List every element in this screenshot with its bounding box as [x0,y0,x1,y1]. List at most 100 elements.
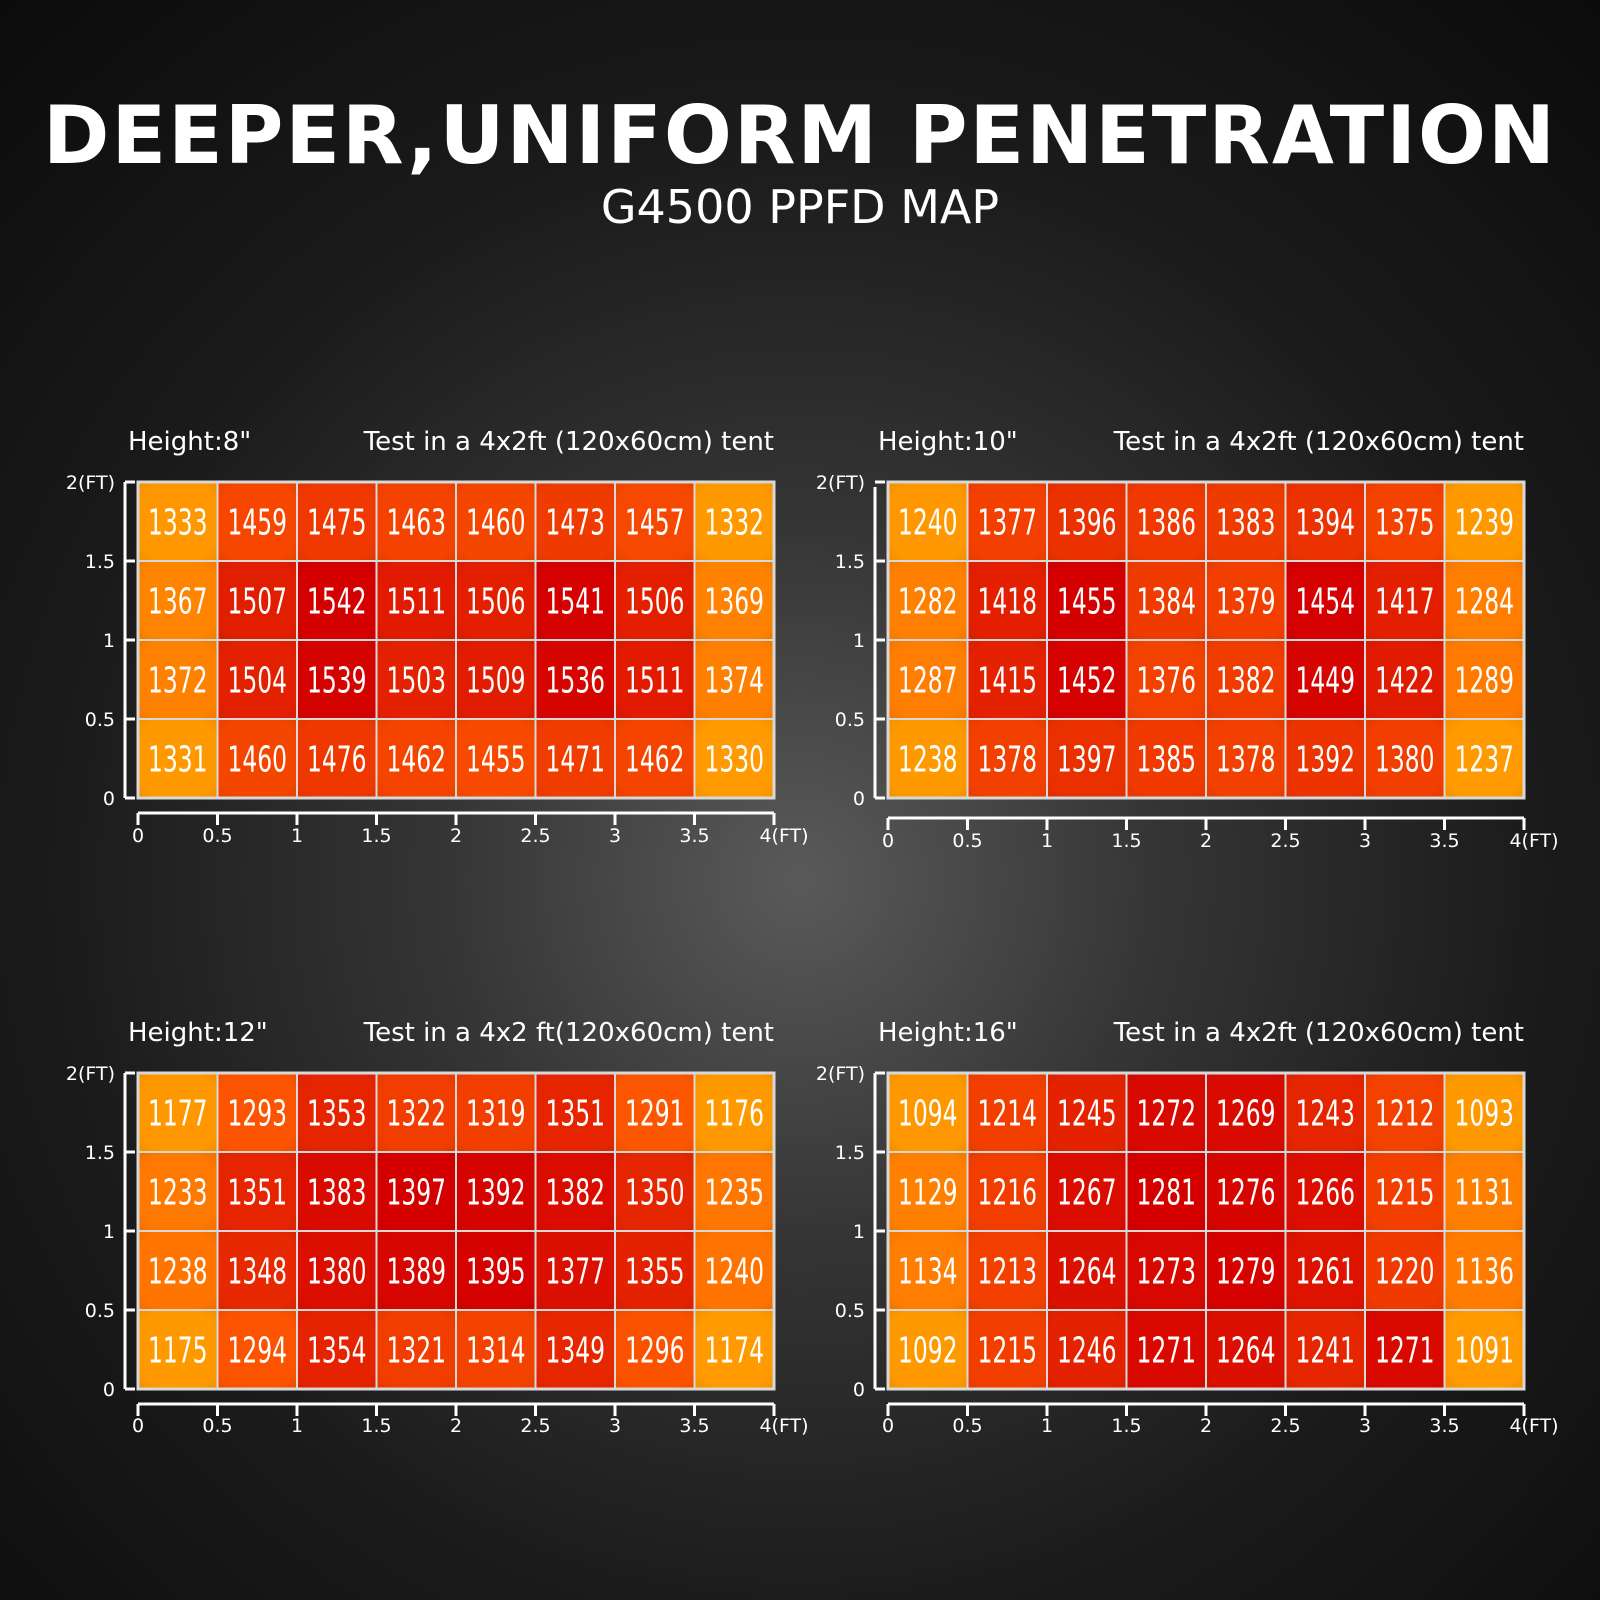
cell-value: 1238 [898,740,958,781]
y-tick-label: 0.5 [85,709,115,731]
cell-value: 1212 [1375,1094,1435,1135]
heatmap-cell-shade [1047,561,1127,640]
cell-value: 1379 [1216,582,1276,623]
cell-value: 1380 [1375,740,1435,781]
cell-value: 1246 [1057,1331,1117,1372]
cell-value: 1377 [546,1252,606,1293]
cell-value: 1396 [1057,503,1117,544]
cell-value: 1330 [705,740,765,781]
y-tick-label: 1.5 [85,1142,115,1164]
heatmap-cell-shade [694,1231,774,1310]
x-tick-label: 0.5 [952,830,982,852]
cell-value: 1266 [1296,1173,1356,1214]
heatmap-panel: Height:16" Test in a 4x2ft (120x60cm) ten… [816,1018,1559,1437]
heatmap-cell-shade [217,561,297,640]
cell-value: 1282 [898,582,958,623]
cell-value: 1397 [1057,740,1117,781]
cell-value: 1511 [387,582,447,623]
cell-value: 1392 [1296,740,1356,781]
y-tick-label: 2(FT) [816,472,865,494]
heatmap-cell-shade [888,719,968,798]
height-label: Height:16" [878,1018,1018,1048]
heatmap-panel: Height:8" Test in a 4x2ft (120x60cm) tent… [66,427,809,847]
cell-value: 1319 [466,1094,526,1135]
cell-value: 1314 [466,1331,526,1372]
heatmap-cell-shade [1047,640,1127,719]
cell-value: 1460 [466,503,526,544]
heatmap-cell-shade [297,719,377,798]
cell-value: 1507 [228,582,288,623]
heatmap-cell-shade [456,1073,536,1152]
cell-value: 1240 [898,503,958,544]
heatmap-cell-shade [1047,1073,1127,1152]
heatmap-cell-shade [967,640,1047,719]
y-tick-label: 0.5 [835,1300,865,1322]
x-tick-label: 1.5 [1111,830,1141,852]
cell-value: 1289 [1455,661,1515,702]
cell-value: 1215 [1375,1173,1435,1214]
heatmap-cell-shade [1285,561,1365,640]
cell-value: 1417 [1375,582,1435,623]
cell-value: 1296 [625,1331,685,1372]
cell-value: 1422 [1375,661,1435,702]
cell-value: 1376 [1137,661,1197,702]
test-label: Test in a 4x2ft (120x60cm) tent [1113,1018,1524,1048]
heatmap-cell-shade [615,640,695,719]
heatmap-cell-shade [694,482,774,561]
heatmap-cell-shade [1365,1310,1445,1389]
y-tick-label: 1.5 [835,1142,865,1164]
cell-value: 1241 [1296,1331,1356,1372]
y-tick-label: 1 [103,1221,115,1243]
x-tick-label: 4(FT) [759,825,808,847]
heatmap-cell-shade [376,719,456,798]
cell-value: 1455 [466,740,526,781]
heatmap-cell-shade [1126,719,1206,798]
heatmap-cell-shade [1126,482,1206,561]
cell-value: 1351 [228,1173,288,1214]
heatmap-cell-shade [1365,640,1445,719]
heatmap-cell-shade [217,1073,297,1152]
cell-value: 1269 [1216,1094,1276,1135]
cell-value: 1455 [1057,582,1117,623]
x-tick-label: 1 [291,825,303,847]
page-subtitle: G4500 PPFD MAP [600,180,1000,234]
x-tick-label: 0.5 [202,1415,232,1437]
cell-value: 1267 [1057,1173,1117,1214]
heatmap-cell-shade [1206,561,1286,640]
cell-value: 1367 [148,582,208,623]
heatmap-cell-shade [1444,561,1524,640]
cell-value: 1462 [625,740,685,781]
cell-value: 1287 [898,661,958,702]
height-label: Height:12" [128,1018,268,1048]
heatmap-cell-shade [615,1310,695,1389]
heatmap-cell-shade [1365,561,1445,640]
cell-value: 1216 [978,1173,1038,1214]
cell-value: 1264 [1057,1252,1117,1293]
cell-value: 1397 [387,1173,447,1214]
heatmap-cell-shade [138,482,218,561]
heatmap-cell-shade [967,1231,1047,1310]
x-tick-label: 3 [609,1415,621,1437]
heatmap-cell-shade [456,640,536,719]
heatmap-cell-shade [1206,640,1286,719]
heatmap-cell-shade [694,1310,774,1389]
y-tick-label: 0.5 [835,709,865,731]
heatmap-cell-shade [615,482,695,561]
cell-value: 1243 [1296,1094,1356,1135]
y-tick-label: 2(FT) [66,1063,115,1085]
cell-value: 1239 [1455,503,1515,544]
cell-value: 1264 [1216,1331,1276,1372]
cell-value: 1331 [148,740,208,781]
cell-value: 1394 [1296,503,1356,544]
cell-value: 1463 [387,503,447,544]
x-tick-label: 1.5 [1111,1415,1141,1437]
heatmap-cell-shade [535,1310,615,1389]
x-tick-label: 2.5 [1270,1415,1300,1437]
heatmap-cell-shade [297,1310,377,1389]
x-tick-label: 3.5 [1429,830,1459,852]
cell-value: 1177 [148,1094,208,1135]
cell-value: 1385 [1137,740,1197,781]
cell-value: 1536 [546,661,606,702]
cell-value: 1372 [148,661,208,702]
